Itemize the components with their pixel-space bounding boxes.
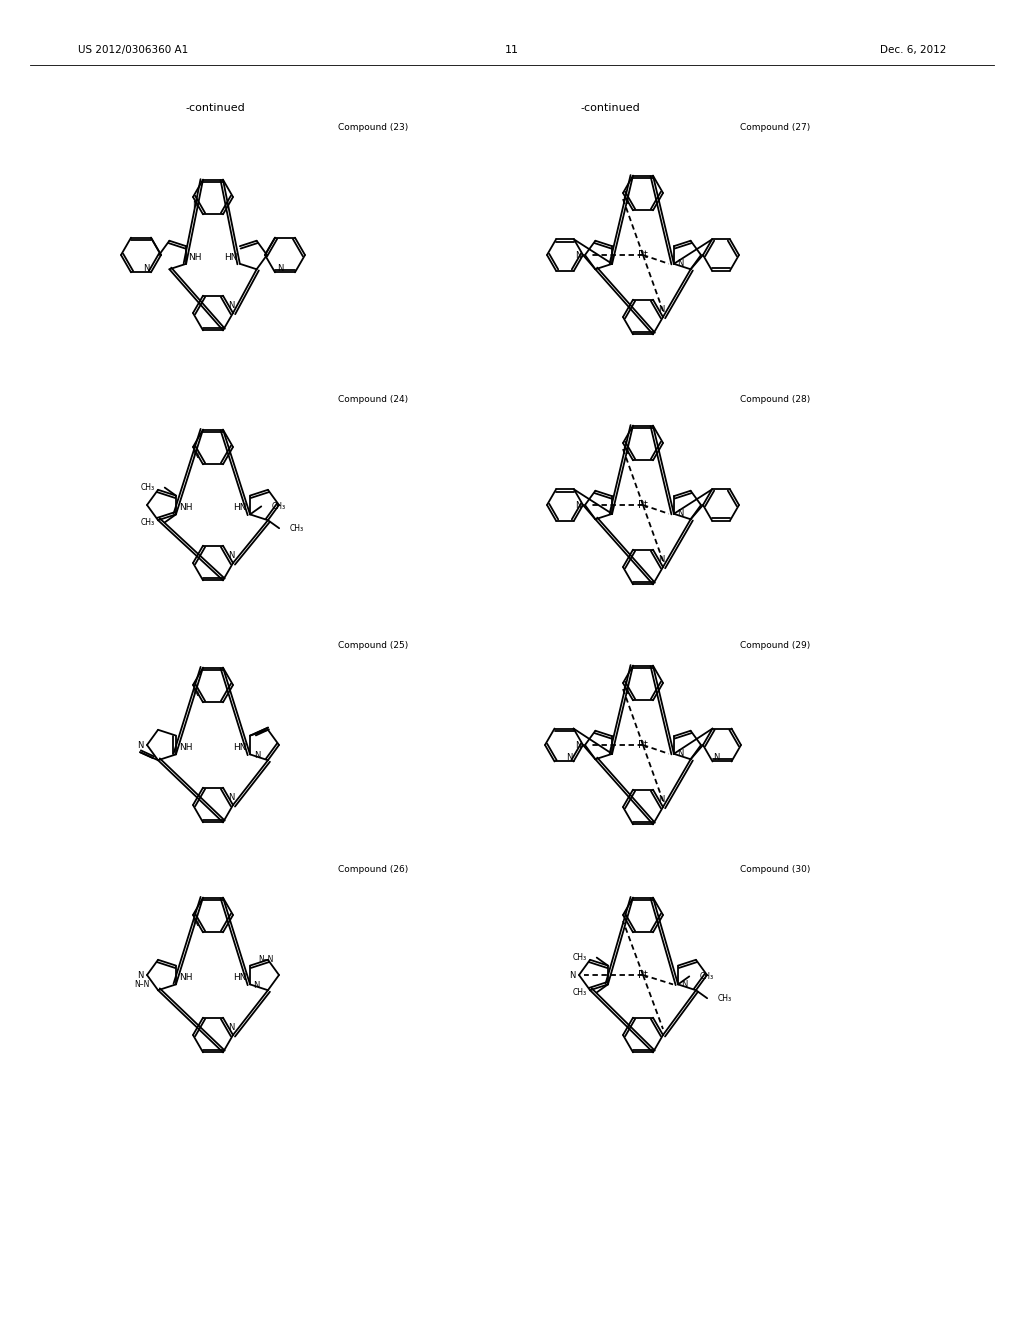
Text: Compound (25): Compound (25) (338, 640, 409, 649)
Text: N: N (227, 301, 234, 309)
Text: Pt: Pt (638, 970, 648, 979)
Text: CH₃: CH₃ (717, 994, 731, 1003)
Text: NH: NH (188, 252, 202, 261)
Text: Compound (23): Compound (23) (338, 124, 409, 132)
Text: Pt: Pt (638, 500, 648, 510)
Text: -continued: -continued (581, 103, 640, 114)
Text: N: N (276, 264, 284, 273)
Text: N: N (253, 981, 259, 990)
Text: N: N (191, 689, 199, 697)
Text: Compound (26): Compound (26) (338, 866, 409, 874)
Text: Compound (28): Compound (28) (740, 396, 810, 404)
Text: N: N (622, 686, 628, 696)
Text: N: N (137, 972, 144, 981)
Text: -continued: -continued (185, 103, 245, 114)
Text: NH: NH (179, 742, 193, 751)
Text: 11: 11 (505, 45, 519, 55)
Text: N: N (575, 741, 582, 750)
Text: N: N (622, 446, 628, 455)
Text: Compound (29): Compound (29) (740, 640, 810, 649)
Text: N: N (657, 305, 665, 314)
Text: N: N (142, 264, 150, 273)
Text: N: N (677, 510, 683, 519)
Text: Dec. 6, 2012: Dec. 6, 2012 (880, 45, 946, 55)
Text: N–N: N–N (135, 979, 151, 989)
Text: NH: NH (179, 973, 193, 982)
Text: Compound (30): Compound (30) (740, 866, 810, 874)
Text: US 2012/0306360 A1: US 2012/0306360 A1 (78, 45, 188, 55)
Text: HN: HN (233, 503, 247, 511)
Text: N: N (622, 197, 628, 206)
Text: CH₃: CH₃ (140, 483, 155, 492)
Text: N: N (227, 1023, 234, 1031)
Text: Compound (27): Compound (27) (740, 124, 810, 132)
Text: N: N (227, 550, 234, 560)
Text: Pt: Pt (638, 741, 648, 750)
Text: CH₃: CH₃ (572, 987, 587, 997)
Text: HN: HN (233, 742, 247, 751)
Text: N: N (191, 919, 199, 928)
Text: CH₃: CH₃ (140, 517, 155, 527)
Text: N: N (136, 742, 143, 751)
Text: N: N (714, 752, 720, 762)
Text: N: N (657, 554, 665, 564)
Text: N: N (677, 259, 683, 268)
Text: N: N (575, 500, 582, 510)
Text: N: N (681, 979, 687, 989)
Text: N: N (191, 201, 199, 210)
Text: Pt: Pt (638, 249, 648, 260)
Text: N: N (566, 752, 572, 762)
Text: N: N (677, 750, 683, 758)
Text: N–N: N–N (258, 956, 273, 964)
Text: N: N (569, 970, 575, 979)
Text: N: N (227, 792, 234, 801)
Text: CH₃: CH₃ (572, 953, 587, 962)
Text: N: N (657, 795, 665, 804)
Text: HN: HN (224, 252, 238, 261)
Text: CH₃: CH₃ (289, 524, 303, 533)
Text: N: N (575, 251, 582, 260)
Text: HN: HN (233, 973, 247, 982)
Text: NH: NH (179, 503, 193, 511)
Text: CH₃: CH₃ (271, 502, 286, 511)
Text: Compound (24): Compound (24) (338, 396, 409, 404)
Text: CH₃: CH₃ (699, 972, 714, 981)
Text: N: N (254, 751, 260, 760)
Text: N: N (191, 450, 199, 459)
